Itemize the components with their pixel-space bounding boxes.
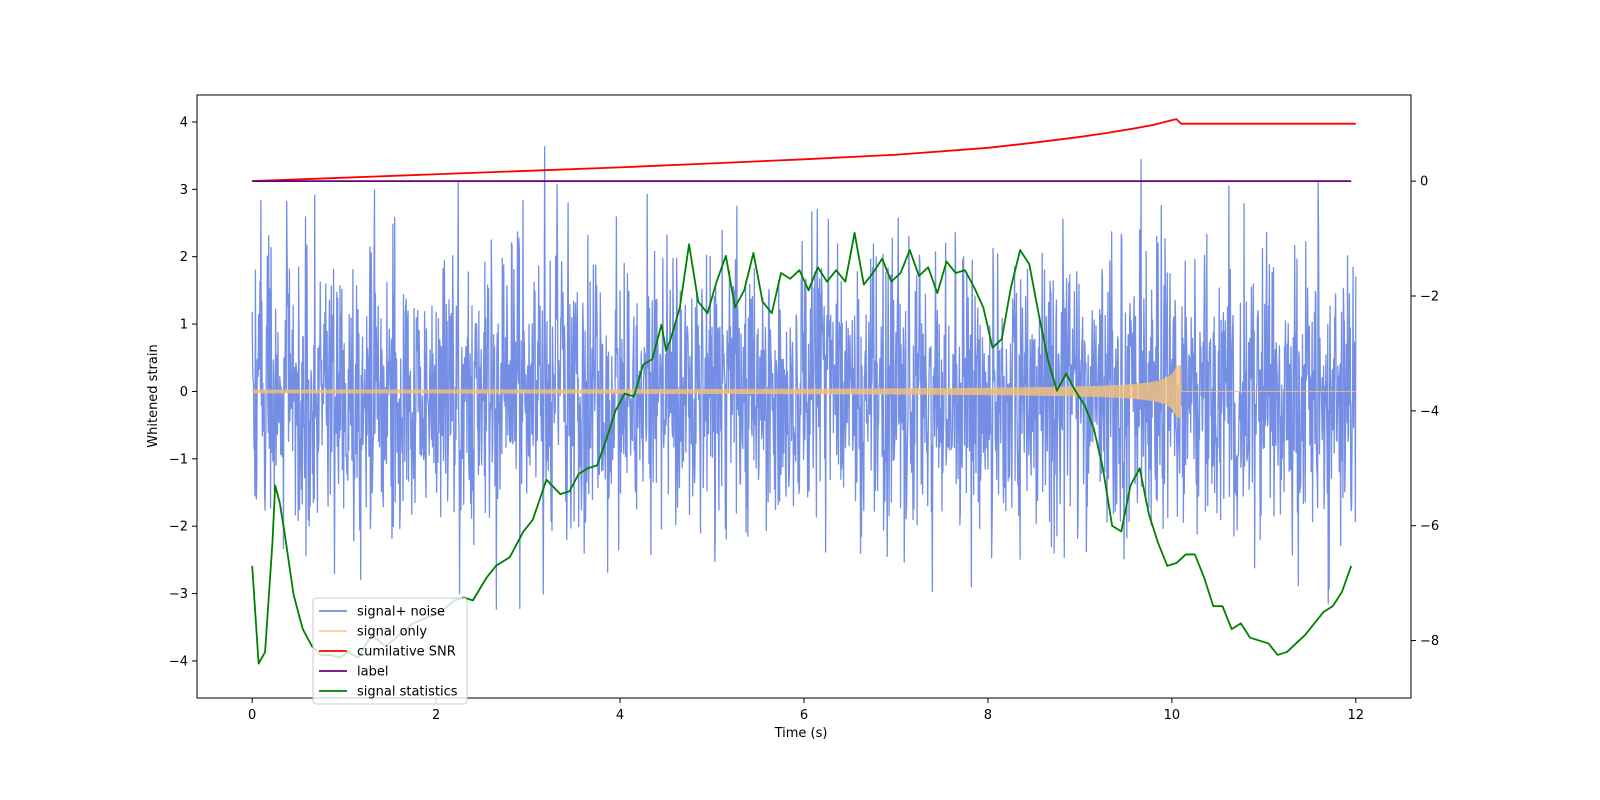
legend-label-label: label (357, 665, 388, 680)
x-tick-label: 4 (616, 708, 624, 723)
y-right-tick-label: −8 (1420, 634, 1439, 649)
y-right-tick-label: −4 (1420, 404, 1439, 419)
x-tick-label: 2 (432, 708, 440, 723)
x-tick-label: 12 (1348, 708, 1365, 723)
x-tick-label: 0 (248, 708, 256, 723)
y-tick-label: 1 (180, 318, 188, 333)
y-right-tick-label: −6 (1420, 519, 1439, 534)
legend-label-signal-only: signal only (357, 625, 427, 640)
x-tick-label: 6 (800, 708, 808, 723)
y-tick-label: 0 (180, 385, 188, 400)
series-line-signal-only (251, 365, 1356, 418)
series-line-signal-noise (251, 146, 1357, 610)
legend: signal+ noise signal only cumilative SNR la… (312, 597, 468, 705)
y-axis-left: −4 −3 −2 −1 0 1 2 3 4 (169, 115, 197, 669)
y-axis-right: −8 −6 −4 −2 0 (1411, 175, 1439, 649)
y-tick-label: −2 (169, 520, 188, 535)
legend-label-signal-noise: signal+ noise (357, 605, 445, 620)
y-axis-title: Whitened strain (146, 344, 161, 447)
y-tick-label: −3 (169, 587, 188, 602)
series-layer (251, 118, 1357, 665)
legend-box (312, 597, 468, 705)
y-tick-label: 4 (180, 115, 188, 130)
y-tick-label: −1 (169, 452, 188, 467)
x-tick-label: 10 (1164, 708, 1181, 723)
y-tick-label: 3 (180, 183, 188, 198)
x-axis-title: Time (s) (774, 726, 828, 741)
legend-label-cumilative-snr: cumilative SNR (357, 645, 456, 660)
legend-label-signal-statistics: signal statistics (357, 685, 458, 700)
y-right-tick-label: 0 (1420, 175, 1428, 190)
x-axis: 0 2 4 6 8 10 12 (248, 698, 1364, 723)
x-tick-label: 8 (984, 708, 992, 723)
series-line-cumilative-snr (252, 118, 1356, 183)
y-tick-label: 2 (180, 250, 188, 265)
y-tick-label: −4 (169, 654, 188, 669)
y-right-tick-label: −2 (1420, 290, 1439, 305)
